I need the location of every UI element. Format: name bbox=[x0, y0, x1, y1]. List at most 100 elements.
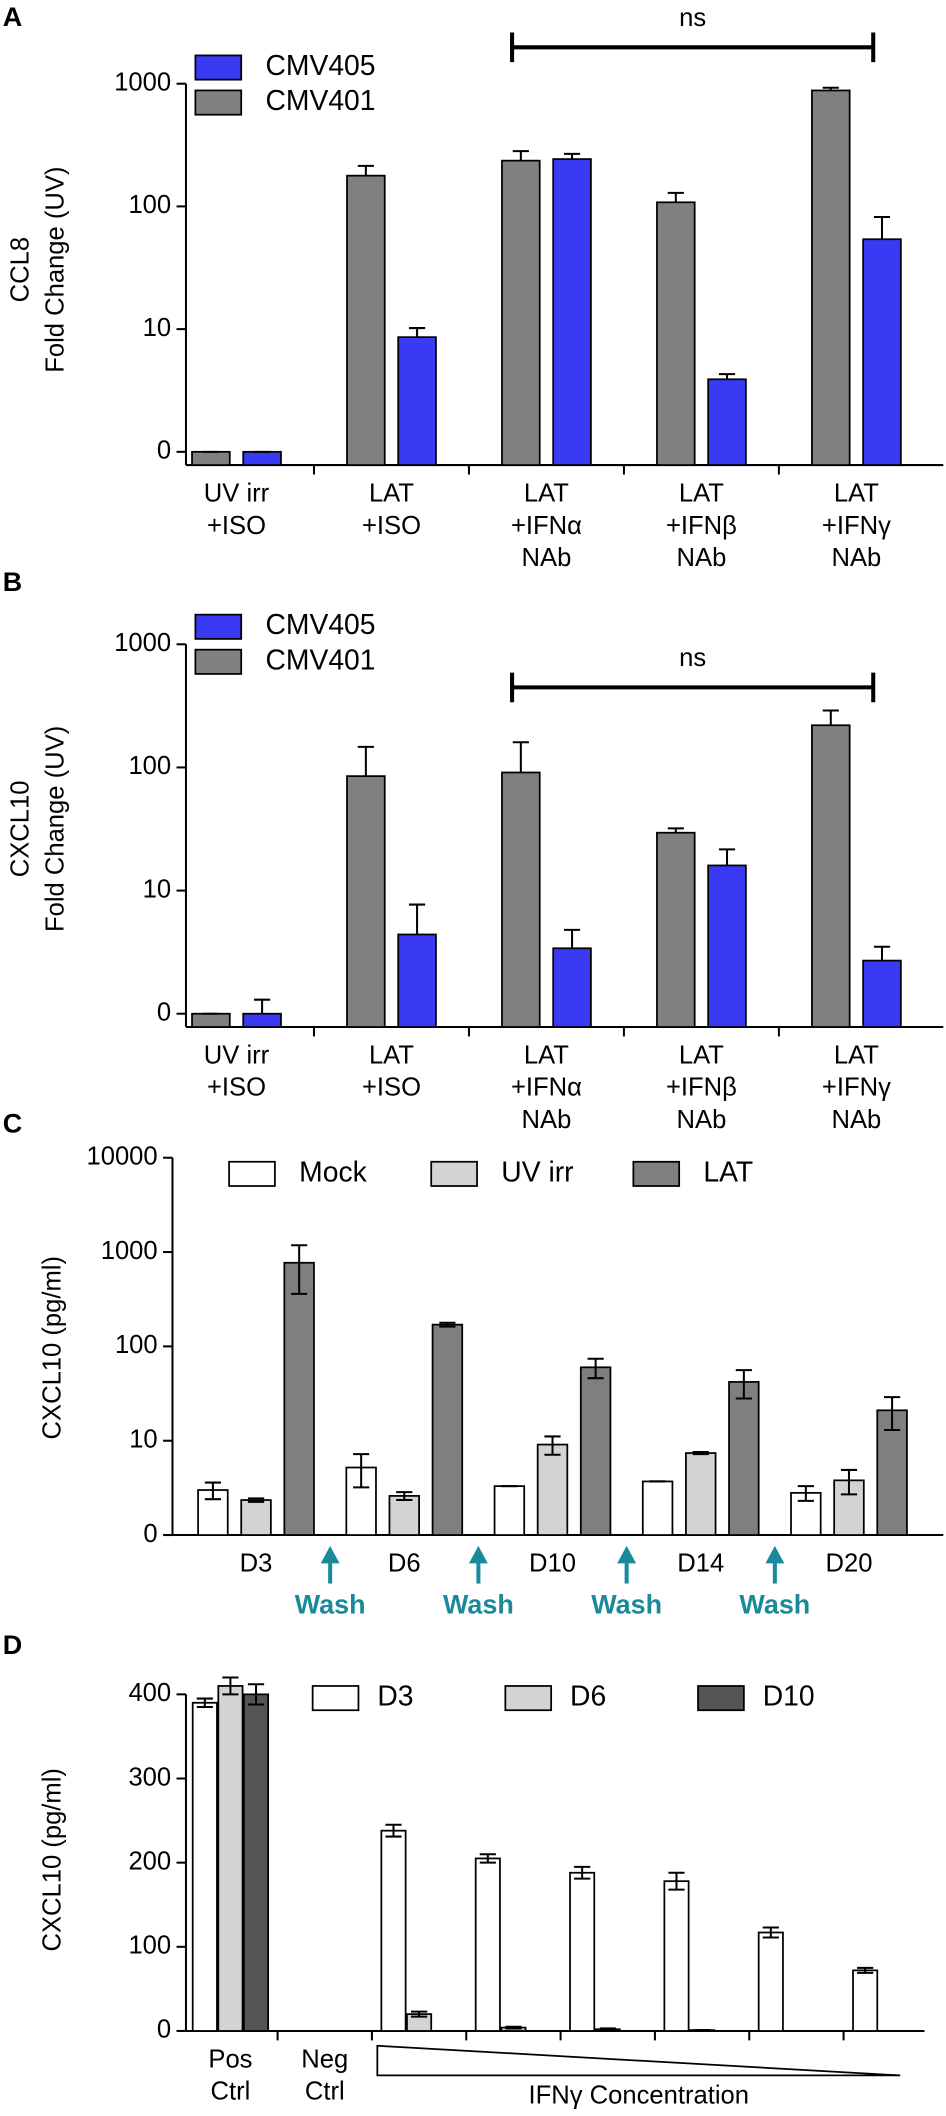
x-tick-label: +IFNγ bbox=[822, 1074, 891, 1102]
error-bar bbox=[411, 2010, 428, 2018]
y-tick-label: 100 bbox=[128, 1932, 171, 1960]
legend-label: CMV401 bbox=[265, 643, 375, 675]
error-bar bbox=[439, 1321, 456, 1328]
x-tick-label: LAT bbox=[679, 1041, 724, 1069]
legend-label: D3 bbox=[377, 1680, 413, 1712]
error-bar bbox=[505, 2025, 522, 2030]
y-axis-label: CXCL10 bbox=[6, 781, 34, 878]
bar bbox=[191, 1012, 231, 1028]
y-axis-label: CXCL10 (pg/ml) bbox=[39, 1256, 67, 1439]
y-tick-label: 0 bbox=[143, 1520, 157, 1548]
error-bar bbox=[357, 164, 374, 176]
wash-label: Wash bbox=[443, 1590, 514, 1620]
y-tick-label: 1000 bbox=[101, 1237, 158, 1265]
x-tick-label: D6 bbox=[388, 1549, 421, 1577]
error-bar bbox=[254, 998, 271, 1014]
x-tick-label: +ISO bbox=[207, 1074, 266, 1102]
error-bar bbox=[563, 928, 581, 949]
x-tick-label: LAT bbox=[369, 479, 414, 507]
error-bar bbox=[385, 1823, 402, 1838]
x-tick-label: Ctrl bbox=[211, 2078, 251, 2106]
x-tick-label: NAb bbox=[522, 1106, 572, 1134]
error-bar bbox=[667, 827, 684, 833]
bar bbox=[656, 831, 696, 1028]
error-bar bbox=[574, 1865, 591, 1880]
panel-letter: A bbox=[3, 2, 22, 32]
bar bbox=[242, 450, 282, 466]
bar bbox=[728, 1381, 760, 1536]
legend-swatch bbox=[194, 89, 243, 116]
bar bbox=[811, 89, 851, 466]
error-bar bbox=[599, 2027, 616, 2032]
error-bar bbox=[873, 945, 891, 961]
significance-label: ns bbox=[679, 4, 706, 32]
y-tick-label: 100 bbox=[128, 191, 171, 219]
error-bar bbox=[718, 373, 736, 380]
error-bar bbox=[512, 150, 529, 161]
wash-arrowhead bbox=[765, 1545, 785, 1564]
bar bbox=[191, 450, 231, 466]
bar bbox=[397, 336, 437, 466]
bar bbox=[536, 1443, 569, 1536]
bar bbox=[388, 1495, 420, 1536]
bar bbox=[656, 201, 696, 466]
x-tick-label: +IFNβ bbox=[666, 512, 737, 540]
legend-swatch bbox=[228, 1160, 276, 1187]
bar bbox=[346, 775, 386, 1028]
bar bbox=[493, 1485, 526, 1536]
bar bbox=[569, 1871, 596, 2032]
error-bar bbox=[668, 1871, 685, 1891]
bar bbox=[243, 1693, 270, 2032]
bar bbox=[707, 378, 747, 466]
error-bar bbox=[291, 1244, 308, 1295]
x-tick-label: LAT bbox=[369, 1041, 414, 1069]
wash-arrowhead bbox=[320, 1545, 340, 1564]
legend-label: CMV405 bbox=[265, 608, 375, 640]
bar bbox=[757, 1931, 784, 2032]
bar bbox=[552, 947, 592, 1028]
bar bbox=[283, 1261, 315, 1536]
y-axis-label: CCL8 bbox=[6, 237, 34, 302]
wash-label: Wash bbox=[591, 1590, 662, 1620]
bar bbox=[397, 933, 437, 1028]
x-tick-label: NAb bbox=[831, 544, 881, 572]
error-bar bbox=[408, 903, 426, 935]
significance-bracket bbox=[510, 672, 876, 703]
x-tick-label: D20 bbox=[825, 1549, 872, 1577]
legend-label: D10 bbox=[763, 1680, 815, 1712]
x-tick-label: +IFNγ bbox=[822, 512, 891, 540]
error-bar bbox=[563, 152, 581, 160]
wash-arrowhead bbox=[617, 1545, 637, 1564]
y-tick-label: 400 bbox=[128, 1679, 171, 1707]
y-tick-label: 10 bbox=[143, 314, 171, 342]
error-bar bbox=[822, 709, 839, 726]
x-tick-label: Ctrl bbox=[305, 2078, 345, 2106]
significance-label: ns bbox=[679, 644, 706, 672]
x-tick-label: NAb bbox=[677, 544, 727, 572]
x-tick-label: LAT bbox=[834, 479, 879, 507]
legend-swatch bbox=[504, 1685, 553, 1712]
bar bbox=[663, 1880, 690, 2032]
wash-label: Wash bbox=[295, 1590, 366, 1620]
error-bar bbox=[196, 1697, 213, 1708]
error-bar bbox=[873, 215, 891, 240]
error-bar bbox=[797, 1485, 814, 1502]
y-tick-label: 10 bbox=[143, 875, 171, 903]
legend-label: UV irr bbox=[501, 1155, 573, 1187]
error-bar bbox=[692, 1450, 709, 1456]
legend-swatch bbox=[632, 1160, 681, 1187]
y-axis-label: Fold Change (UV) bbox=[41, 726, 69, 932]
x-tick-label: +ISO bbox=[207, 512, 266, 540]
error-bar bbox=[247, 1683, 265, 1706]
error-bar bbox=[396, 1491, 413, 1502]
bar bbox=[685, 1452, 717, 1536]
error-bar bbox=[587, 1357, 604, 1380]
y-tick-label: 10 bbox=[129, 1425, 157, 1453]
x-tick-label: LAT bbox=[524, 1041, 569, 1069]
error-bar bbox=[544, 1435, 561, 1456]
panel-letter: D bbox=[3, 1630, 22, 1660]
y-tick-label: 100 bbox=[115, 1331, 158, 1359]
x-tick-label: D14 bbox=[677, 1549, 724, 1577]
error-bar bbox=[667, 191, 684, 203]
